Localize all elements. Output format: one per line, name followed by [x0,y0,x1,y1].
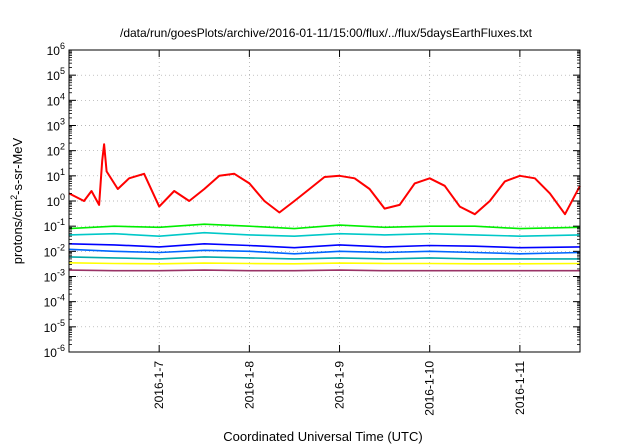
y-tick-exponent: 1 [60,167,65,177]
y-tick-label: 10-5 [44,318,65,335]
y-tick-label: 103 [47,117,65,134]
y-tick-label: 104 [47,91,65,108]
y-tick-exponent: 0 [60,192,65,202]
y-tick-base: 10 [44,271,58,285]
y-tick-base: 10 [44,346,58,360]
series-line-3 [68,231,581,237]
y-tick-label: 10-3 [44,268,65,285]
x-tick-label: 2016-1-10 [423,361,437,416]
y-tick-label: 10-1 [44,217,65,234]
y-tick-exponent: -2 [57,242,65,252]
y-axis-label: protons/cm2-s-sr-MeV [9,137,25,264]
series-line-2 [68,223,581,230]
y-tick-labels: 10-610-510-410-310-210-11001011021031041… [44,41,65,360]
y-tick-label: 10-2 [44,242,65,259]
y-tick-exponent: -6 [57,343,65,353]
y-tick-base: 10 [44,220,58,234]
series-line-5 [68,248,581,255]
series-line-4 [68,243,581,249]
y-tick-label: 101 [47,167,65,184]
series-line-8 [68,269,580,272]
series-line-7 [68,262,581,265]
y-tick-base: 10 [47,195,61,209]
y-tick-label: 106 [47,41,65,58]
y-tick-base: 10 [47,120,61,134]
y-tick-base: 10 [47,94,61,108]
y-tick-base: 10 [44,245,58,259]
y-tick-exponent: 3 [60,117,65,127]
y-axis-label-rest: -s-sr-MeV [10,137,25,194]
y-tick-exponent: 6 [60,41,65,51]
y-tick-exponent: 4 [60,91,65,101]
y-tick-label: 102 [47,142,65,159]
y-tick-exponent: -3 [57,268,65,278]
x-axis-label: Coordinated Universal Time (UTC) [223,429,422,444]
grid-lines [69,50,580,352]
series-line-6 [68,256,580,260]
x-tick-label: 2016-1-8 [242,361,256,409]
y-tick-base: 10 [44,321,58,335]
axis-ticks [69,49,580,353]
y-tick-exponent: -5 [57,318,65,328]
y-tick-base: 10 [47,145,61,159]
y-tick-exponent: 2 [60,142,65,152]
chart-title: /data/run/goesPlots/archive/2016-01-11/1… [120,26,533,40]
y-tick-base: 10 [44,296,58,310]
y-axis-label-sup: 2 [9,195,19,200]
y-tick-label: 10-6 [44,343,65,360]
x-tick-label: 2016-1-9 [333,361,347,409]
series-line-1 [68,143,581,216]
x-tick-label: 2016-1-11 [513,361,527,415]
y-tick-exponent: -1 [57,217,65,227]
y-axis-label-main: protons/cm [10,200,25,264]
series-layer [68,143,581,272]
y-tick-base: 10 [47,44,61,58]
y-tick-label: 105 [47,66,65,83]
y-tick-base: 10 [47,69,61,83]
x-tick-label: 2016-1-7 [152,361,166,409]
y-tick-label: 100 [47,192,65,209]
y-tick-base: 10 [47,170,61,184]
y-tick-exponent: 5 [60,66,65,76]
y-tick-exponent: -4 [57,293,65,303]
x-tick-labels: 2016-1-7 2016-1-8 2016-1-9 2016-1-10 2016-1-… [152,361,527,416]
y-tick-label: 10-4 [44,293,65,310]
